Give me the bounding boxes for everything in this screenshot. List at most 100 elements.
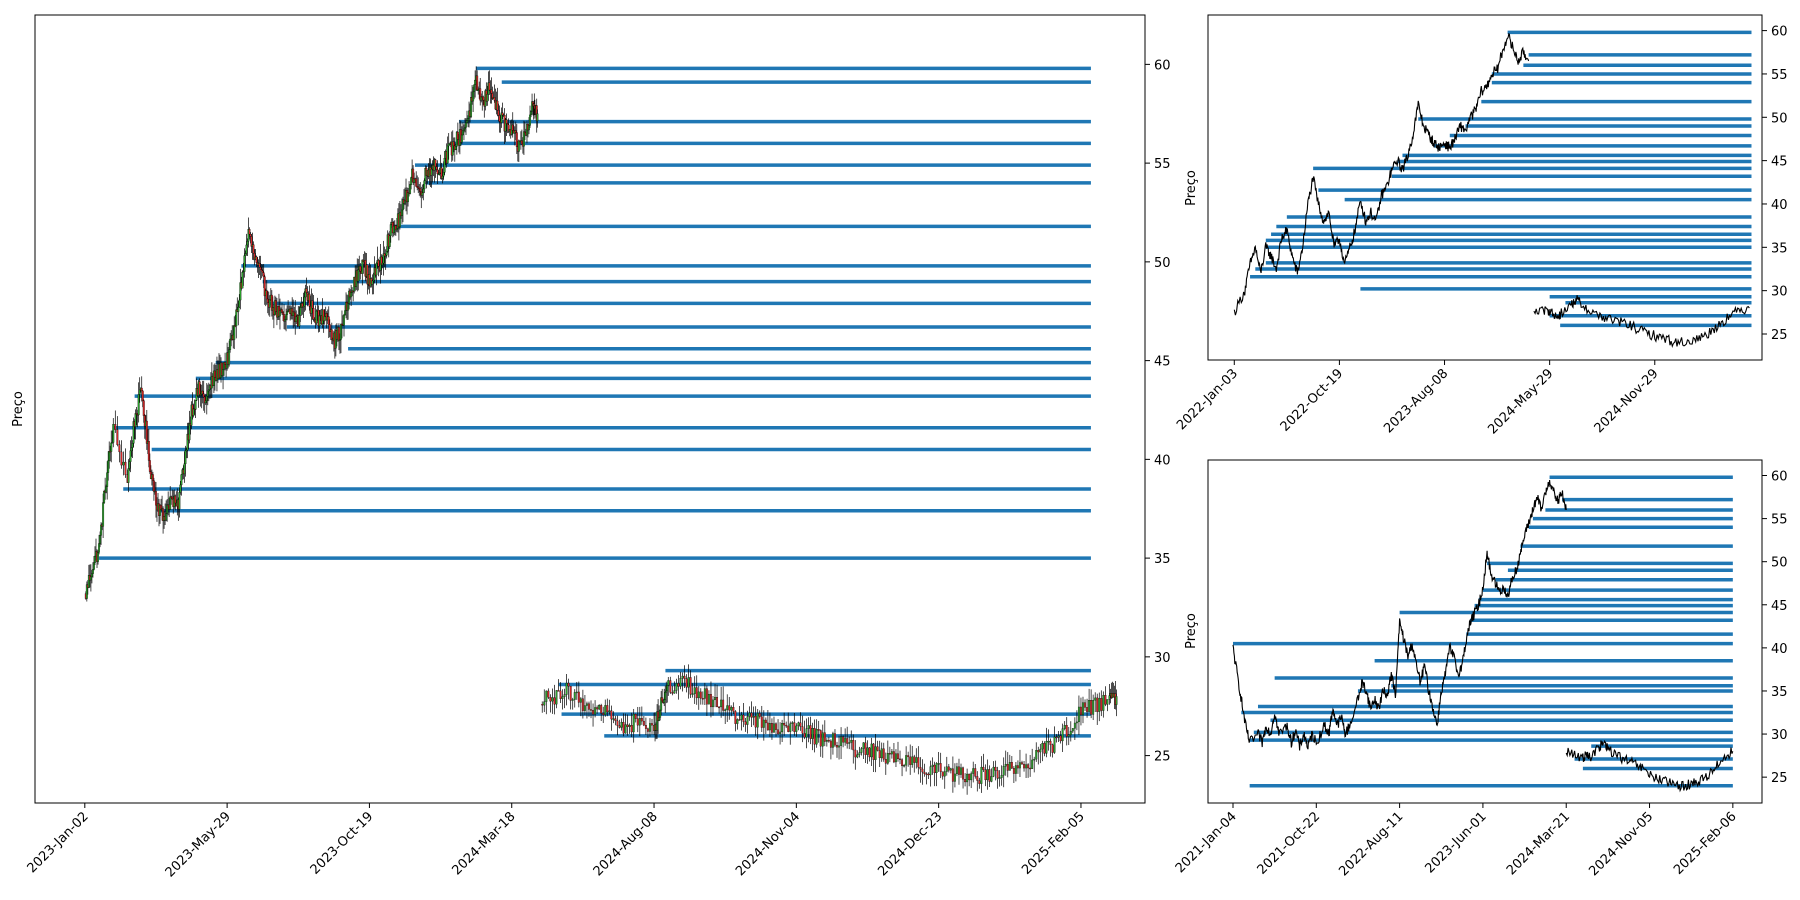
- candle-body: [171, 496, 174, 500]
- candle-body: [204, 400, 207, 404]
- candle-body: [675, 683, 678, 691]
- candle-body: [224, 362, 227, 365]
- candle-body: [856, 754, 859, 758]
- candle-body: [882, 748, 885, 760]
- candle-body: [120, 451, 123, 466]
- candle-body: [783, 722, 786, 726]
- candle-body: [105, 486, 108, 493]
- candle-body: [807, 725, 810, 729]
- candle-body: [923, 771, 926, 774]
- candle-body: [375, 263, 378, 276]
- candle-body: [198, 381, 201, 395]
- candle-body: [705, 688, 708, 705]
- candle-body: [947, 766, 950, 771]
- candle-body: [465, 122, 467, 128]
- axes-frame: [1207, 14, 1763, 361]
- candle-body: [935, 763, 938, 774]
- candle-body: [813, 728, 816, 745]
- candle-body: [606, 705, 609, 713]
- candle-body: [970, 773, 973, 781]
- candle-body: [689, 677, 692, 695]
- candle-body: [618, 725, 621, 728]
- candle-body: [228, 349, 231, 365]
- candle-body: [98, 543, 100, 553]
- candle-body: [886, 753, 889, 764]
- candle-body: [1077, 706, 1080, 723]
- candle-body: [106, 472, 109, 487]
- candle-body: [460, 134, 463, 143]
- candle-body: [315, 310, 318, 324]
- candle-body: [1027, 764, 1030, 769]
- candle-body: [998, 777, 1001, 779]
- candle-body: [124, 461, 127, 475]
- candle-body: [640, 718, 643, 722]
- candle-body: [343, 314, 345, 326]
- candle-body: [327, 316, 330, 325]
- candle-body: [836, 745, 838, 748]
- candle-body: [610, 710, 613, 720]
- candle-body: [1102, 695, 1105, 711]
- candle-body: [1033, 758, 1036, 761]
- candle-body: [685, 678, 688, 688]
- candle-body: [738, 719, 741, 721]
- candle-body: [870, 743, 873, 758]
- candle-body: [905, 755, 908, 766]
- candle-body: [667, 680, 670, 686]
- candle-body: [404, 200, 406, 204]
- candle-body: [797, 722, 800, 727]
- candle-body: [141, 390, 144, 401]
- candle-body: [974, 768, 977, 777]
- candle-body: [262, 272, 265, 277]
- candle-body: [1041, 743, 1044, 750]
- candle-body: [608, 710, 611, 713]
- candle-body: [344, 310, 346, 316]
- candle-body: [249, 233, 252, 237]
- candle-body: [953, 773, 956, 782]
- candle-body: [712, 699, 714, 708]
- candle-body: [569, 685, 572, 701]
- candle-body: [419, 188, 422, 192]
- candle-body: [395, 228, 398, 231]
- candle-body: [243, 255, 246, 272]
- candle-body: [1004, 764, 1007, 767]
- candle-body: [108, 451, 111, 461]
- candle-body: [664, 692, 667, 701]
- candle-body: [137, 394, 140, 416]
- candle-body: [1061, 728, 1064, 742]
- candle-body: [787, 725, 790, 732]
- candle-body: [1115, 696, 1118, 705]
- candle-body: [642, 720, 645, 726]
- candle-body: [927, 773, 930, 776]
- candle-body: [155, 491, 157, 506]
- candle-body: [925, 773, 928, 775]
- candle-body: [571, 699, 574, 701]
- candle-body: [312, 308, 315, 320]
- candle-body: [308, 293, 311, 307]
- candle-body: [909, 756, 912, 765]
- candle-body: [638, 718, 641, 726]
- y-tick-label: 35: [1154, 552, 1171, 567]
- candle-body: [990, 776, 993, 782]
- y-tick-label: 55: [1771, 513, 1788, 528]
- candle-body: [734, 711, 737, 724]
- candle-body: [147, 441, 150, 461]
- candle-body: [748, 712, 751, 717]
- candle-body: [1002, 766, 1005, 776]
- candle-body: [241, 271, 244, 289]
- candle-body: [330, 329, 333, 340]
- candle-body: [805, 728, 808, 738]
- candle-body: [490, 89, 493, 94]
- candle-body: [90, 573, 93, 577]
- candle-body: [874, 746, 877, 760]
- candle-body: [559, 690, 562, 699]
- candle-body: [1071, 728, 1074, 732]
- candle-body: [530, 111, 532, 116]
- candle-body: [486, 94, 489, 102]
- candle-body: [956, 766, 958, 775]
- candle-body: [1059, 735, 1062, 742]
- candle-body: [311, 300, 314, 309]
- candle-body: [103, 491, 106, 503]
- candle-body: [1021, 762, 1023, 765]
- candle-body: [1092, 700, 1095, 715]
- candle-body: [622, 721, 625, 734]
